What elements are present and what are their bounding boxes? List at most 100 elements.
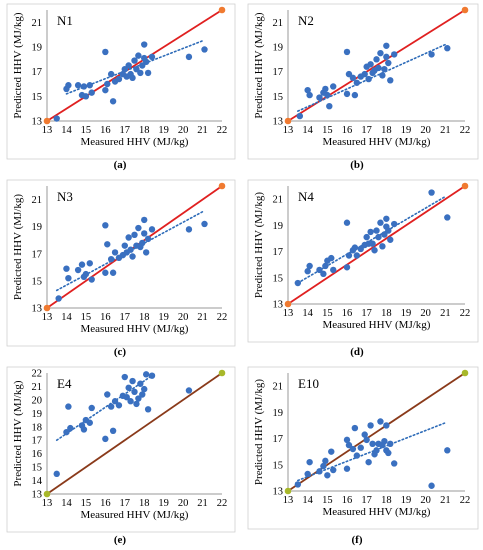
data-point (391, 51, 398, 58)
x-tick-label: 15 (322, 125, 333, 136)
y-tick-label: 19 (273, 43, 284, 54)
x-tick-label: 21 (197, 125, 208, 136)
data-point (381, 231, 388, 238)
panel-caption: (e) (114, 534, 127, 546)
data-point (144, 69, 152, 77)
data-point (86, 419, 93, 426)
data-point (74, 82, 82, 89)
data-point (369, 440, 376, 447)
data-point (343, 465, 351, 472)
y-tick-label: 13 (273, 487, 284, 498)
data-point (123, 394, 130, 401)
x-tick-label: 19 (158, 125, 169, 136)
y-tick-label: 21 (32, 195, 43, 206)
data-point (111, 398, 119, 405)
data-point (371, 247, 378, 254)
x-tick-label: 20 (420, 125, 431, 136)
data-point (351, 91, 359, 99)
reference-endpoint (461, 369, 469, 377)
data-point (141, 230, 148, 237)
y-tick-label: 13 (32, 117, 43, 128)
data-point (357, 444, 364, 451)
y-axis-label: Predicted HHV (MJ/kg) (253, 379, 265, 485)
data-point (78, 261, 86, 268)
x-tick-label: 17 (120, 312, 131, 323)
reference-endpoint (461, 6, 469, 14)
data-point (115, 75, 123, 83)
data-point (363, 233, 370, 241)
data-point (65, 403, 72, 410)
data-point (351, 244, 359, 251)
panel-frame (6, 366, 236, 533)
data-point (74, 266, 82, 274)
data-point (306, 91, 313, 99)
data-point (383, 42, 390, 49)
data-point (330, 466, 337, 474)
x-tick-label: 13 (283, 495, 294, 506)
data-point (139, 391, 146, 398)
data-point (377, 219, 384, 226)
data-point (80, 83, 88, 90)
data-point (107, 256, 115, 263)
data-point (345, 252, 353, 259)
y-tick-label: 15 (32, 276, 43, 287)
data-point (104, 80, 111, 88)
data-point (141, 41, 148, 48)
data-point (444, 45, 451, 52)
y-tick-label: 19 (273, 221, 284, 232)
y-axis-label: Predicted HHV (MJ/kg) (253, 192, 265, 298)
x-tick-label: 19 (401, 308, 412, 319)
data-point (67, 424, 74, 432)
x-tick-label: 20 (178, 312, 189, 323)
data-point (304, 470, 311, 478)
y-tick-label: 15 (273, 273, 284, 284)
data-point (148, 372, 156, 379)
data-point (361, 70, 368, 78)
y-tick-label: 17 (273, 434, 284, 445)
x-axis-label: Measured HHV (MJ/kg) (323, 319, 431, 331)
data-point (139, 239, 146, 247)
y-tick-label: 19 (273, 408, 284, 419)
data-point (306, 458, 313, 466)
x-tick-label: 13 (42, 125, 53, 136)
data-point (377, 49, 384, 57)
reference-line (46, 372, 223, 495)
x-tick-label: 19 (158, 498, 169, 509)
x-tick-label: 16 (100, 125, 111, 136)
data-point (379, 243, 386, 250)
y-tick-label: 19 (32, 43, 43, 54)
panel-frame (247, 3, 479, 160)
data-point (322, 262, 329, 270)
x-axis-label: Measured HHV (MJ/kg) (81, 509, 189, 521)
data-point (375, 64, 382, 72)
reference-endpoint (43, 490, 51, 498)
reference-endpoint (218, 182, 226, 190)
data-point (82, 93, 90, 100)
data-point (316, 468, 323, 475)
panel-frame (6, 3, 236, 160)
data-point (129, 74, 136, 82)
data-point (53, 470, 60, 478)
x-tick-label: 22 (217, 125, 228, 136)
data-point (127, 398, 134, 405)
x-tick-label: 18 (139, 498, 150, 509)
data-point (381, 437, 388, 445)
data-point (324, 472, 331, 479)
reference-endpoint (218, 369, 226, 377)
data-point (387, 236, 394, 243)
data-point (104, 241, 111, 248)
reference-endpoint (43, 304, 51, 312)
x-tick-label: 13 (42, 498, 53, 509)
panel-frame (6, 179, 236, 347)
data-point (381, 66, 388, 73)
data-point (328, 254, 335, 262)
data-point (144, 406, 152, 413)
data-point (107, 403, 115, 410)
data-point (353, 252, 361, 259)
y-tick-label: 17 (32, 67, 43, 78)
data-point (349, 445, 357, 453)
data-point (109, 427, 117, 435)
data-point (322, 85, 329, 93)
data-point (135, 224, 142, 232)
series-title: N3 (57, 189, 73, 204)
